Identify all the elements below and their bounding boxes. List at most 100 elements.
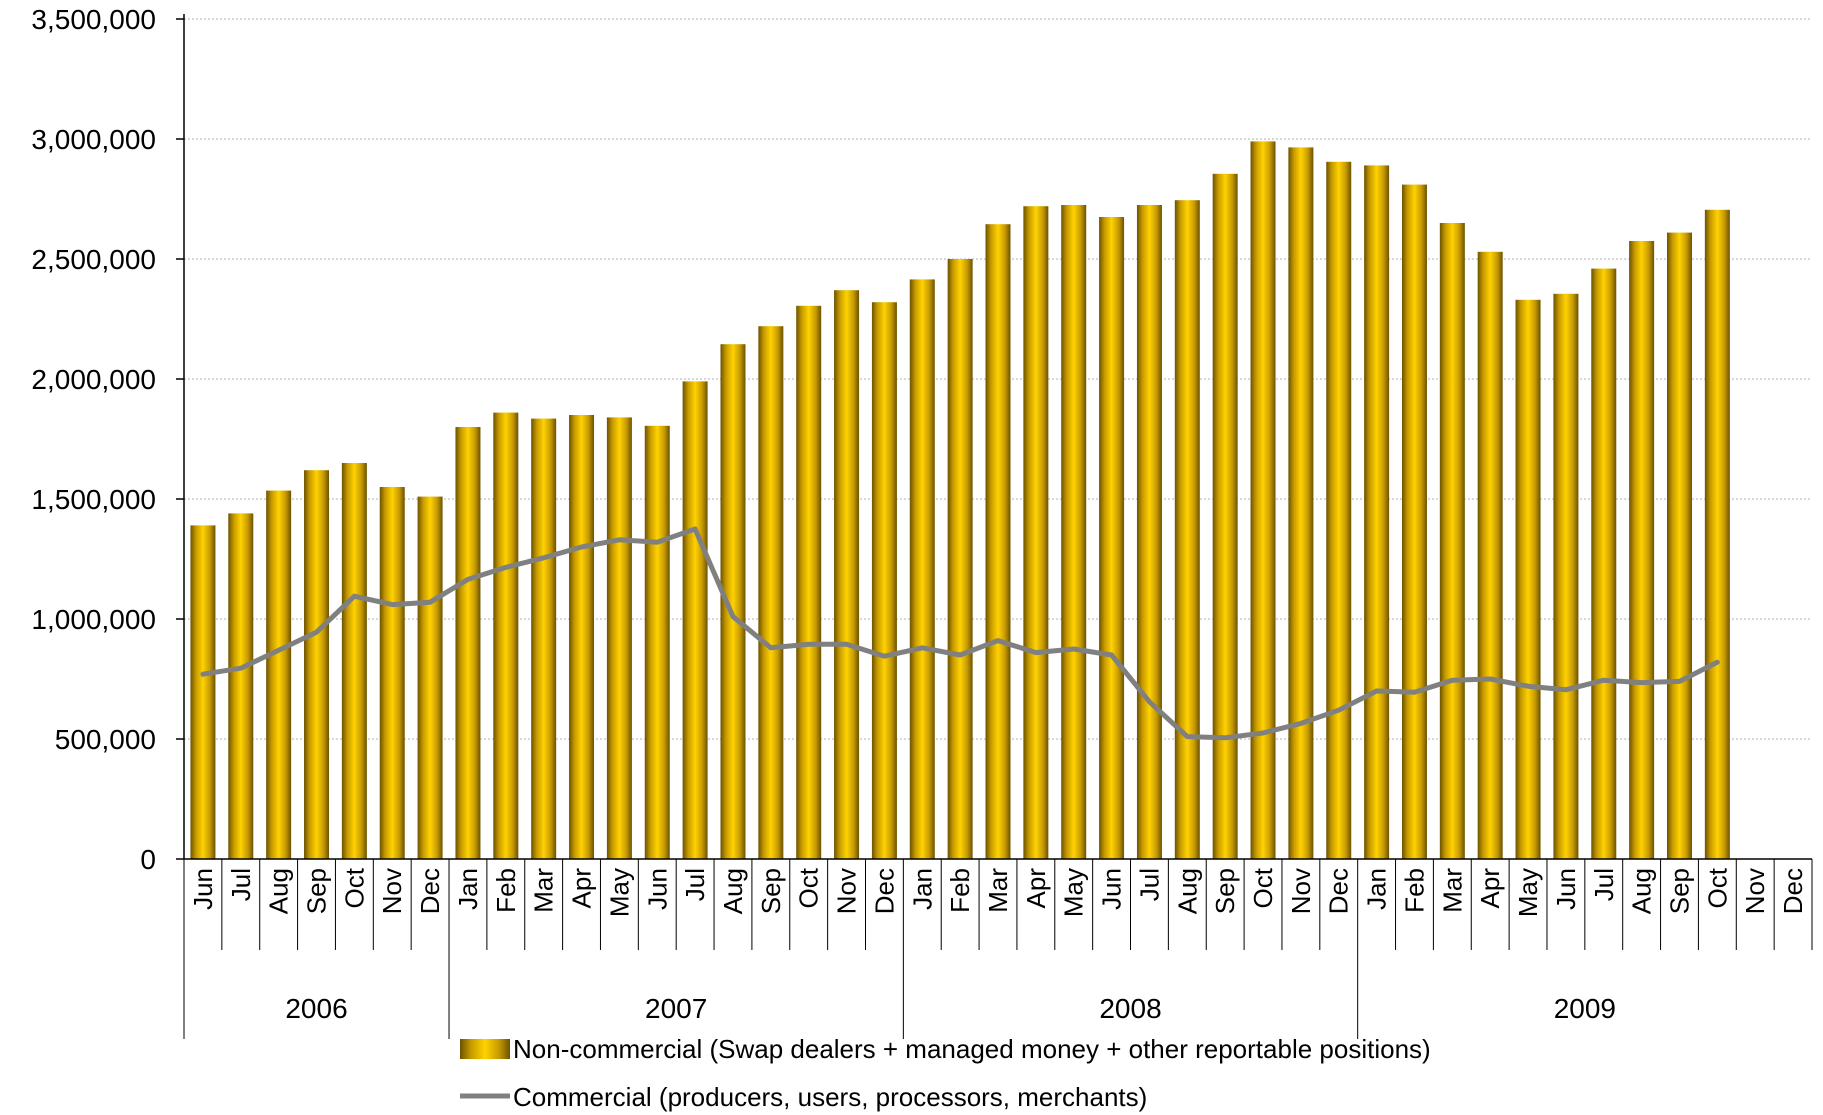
- x-tick-label: Sep: [1210, 868, 1240, 914]
- x-tick-label: Mar: [983, 868, 1013, 913]
- x-tick-label: Oct: [1702, 867, 1732, 908]
- bar: [1174, 200, 1200, 859]
- bar-series: [190, 141, 1730, 860]
- year-label: 2007: [645, 993, 707, 1024]
- legend-swatch-non-commercial: [460, 1039, 510, 1059]
- x-tick-label: Oct: [794, 867, 824, 908]
- bar: [1477, 251, 1503, 860]
- bar: [1439, 223, 1465, 859]
- year-label: 2006: [285, 993, 347, 1024]
- x-tick-label: Jan: [907, 868, 937, 910]
- bar: [341, 463, 367, 859]
- x-tick-label: Jul: [226, 868, 256, 901]
- bar: [1629, 241, 1655, 859]
- bar: [455, 427, 481, 859]
- bar: [909, 279, 935, 859]
- x-tick-label: May: [1513, 868, 1543, 917]
- bar: [1591, 268, 1617, 860]
- y-tick-label: 2,000,000: [31, 364, 156, 395]
- x-tick-label: Jul: [1134, 868, 1164, 901]
- bar: [1212, 173, 1238, 860]
- bar: [1401, 184, 1427, 860]
- bar: [871, 302, 897, 859]
- x-tick-label: Jun: [642, 868, 672, 910]
- commercial-line: [200, 526, 1720, 741]
- x-tick-label: Aug: [718, 868, 748, 914]
- x-tick-label: Dec: [869, 868, 899, 914]
- year-label: 2008: [1099, 993, 1161, 1024]
- x-tick-label: Nov: [832, 868, 862, 914]
- bar: [1553, 293, 1579, 859]
- x-tick-label: Dec: [1324, 868, 1354, 914]
- bar: [1250, 141, 1276, 859]
- bar: [1099, 217, 1125, 859]
- x-tick-label: Apr: [567, 868, 597, 909]
- bar: [758, 326, 784, 859]
- bar: [493, 412, 519, 859]
- x-tick-label: Jan: [1362, 868, 1392, 910]
- bar: [834, 290, 860, 859]
- bar: [947, 259, 973, 859]
- y-tick-label: 500,000: [55, 724, 156, 755]
- x-tick-label: Jul: [680, 868, 710, 901]
- bar: [304, 470, 330, 859]
- x-tick-label: Sep: [302, 868, 332, 914]
- bar: [1288, 147, 1314, 859]
- line-series: [200, 526, 1720, 741]
- bar: [606, 417, 632, 859]
- bar: [1023, 206, 1049, 859]
- bar: [228, 513, 254, 859]
- y-tick-label: 3,000,000: [31, 124, 156, 155]
- x-tick-label: Apr: [1021, 868, 1051, 909]
- bar: [417, 496, 443, 859]
- bar: [379, 487, 405, 859]
- bar: [531, 418, 557, 859]
- y-tick-label: 1,000,000: [31, 604, 156, 635]
- bar: [644, 425, 670, 859]
- axes: [183, 14, 1813, 950]
- x-tick-label: Feb: [1399, 868, 1429, 913]
- y-tick-label: 3,500,000: [31, 4, 156, 35]
- x-tick-label: May: [604, 868, 634, 917]
- x-tick-label: Apr: [1475, 868, 1505, 909]
- year-labels: 2006 2007 2008 2009: [183, 950, 1616, 1039]
- bar: [1515, 299, 1541, 859]
- bar: [569, 415, 595, 859]
- x-tick-label: Aug: [1627, 868, 1657, 914]
- bar: [266, 490, 292, 859]
- x-tick-label: Sep: [756, 868, 786, 914]
- year-label: 2009: [1554, 993, 1616, 1024]
- x-tick-label: Aug: [264, 868, 294, 914]
- x-tick-label: Feb: [945, 868, 975, 913]
- x-tick-label: Mar: [529, 868, 559, 913]
- bar: [985, 224, 1011, 859]
- legend-label-commercial: Commercial (producers, users, processors…: [513, 1082, 1147, 1112]
- x-tick-label: Sep: [1664, 868, 1694, 914]
- y-tick-label: 1,500,000: [31, 484, 156, 515]
- x-tick-label: May: [1059, 868, 1089, 917]
- x-tick-label: Mar: [1437, 868, 1467, 913]
- bar: [1061, 205, 1087, 859]
- x-tick-label: Nov: [377, 868, 407, 914]
- x-tick-label: Jun: [1551, 868, 1581, 910]
- x-tick-label: Oct: [1248, 867, 1278, 908]
- bar: [1704, 209, 1730, 860]
- bar: [1364, 165, 1390, 859]
- bar: [682, 381, 708, 859]
- x-tick-label: Nov: [1286, 868, 1316, 914]
- bar: [1136, 205, 1162, 859]
- x-tick-label: Jan: [453, 868, 483, 910]
- x-tick-label: Dec: [1778, 868, 1808, 914]
- y-tick-labels: 0 500,000 1,000,000 1,500,000 2,000,000 2,500…: [31, 4, 156, 875]
- x-tick-label: Dec: [415, 868, 445, 914]
- x-tick-labels: Jun Jul Aug Sep Oct Nov Dec Jan Feb Mar Apr May Jun J…: [188, 867, 1808, 917]
- bar: [1326, 161, 1352, 860]
- x-tick-label: Jun: [188, 868, 218, 910]
- x-tick-label: Aug: [1172, 868, 1202, 914]
- x-tick-label: Oct: [339, 867, 369, 908]
- y-tick-label: 0: [140, 844, 156, 875]
- x-tick-label: Jul: [1589, 868, 1619, 901]
- x-tick-label: Nov: [1740, 868, 1770, 914]
- bar: [796, 305, 822, 859]
